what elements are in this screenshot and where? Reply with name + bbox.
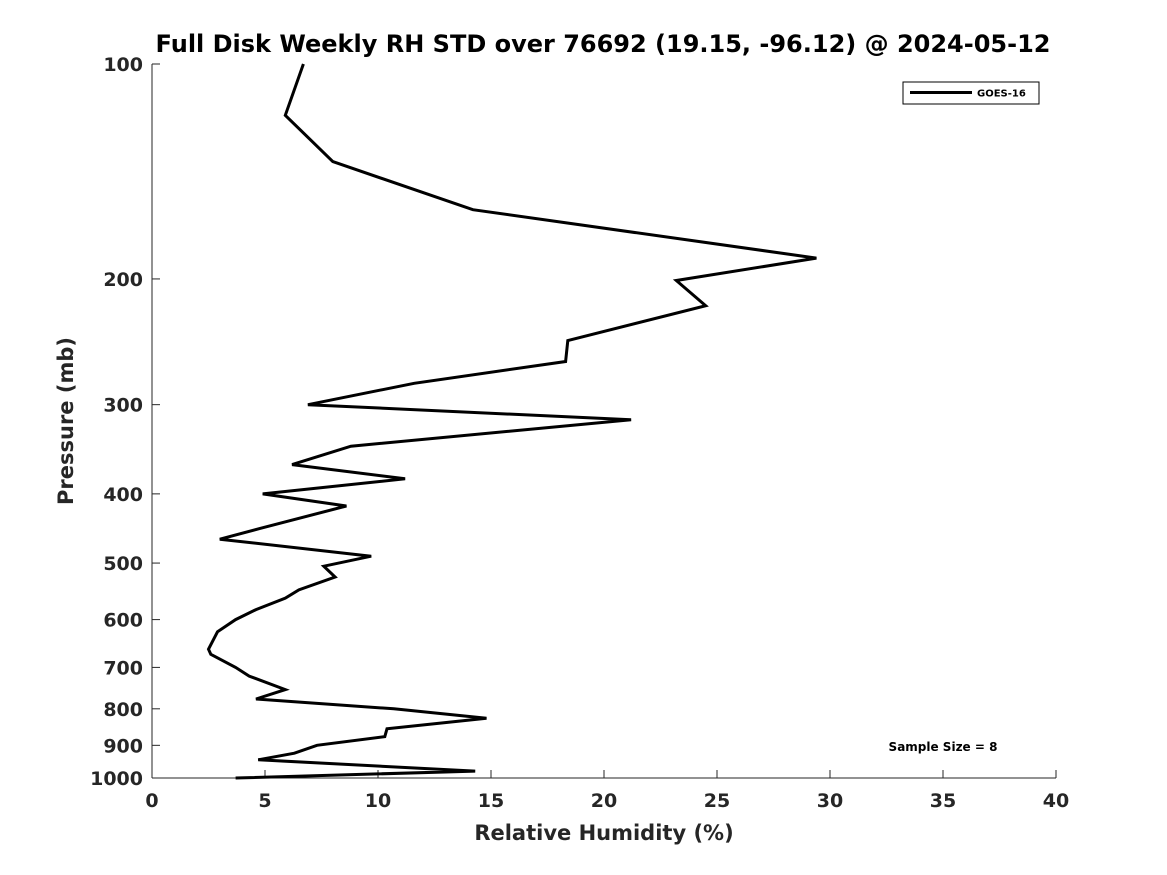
chart-title: Full Disk Weekly RH STD over 76692 (19.1…	[156, 30, 1051, 58]
y-axis-label: Pressure (mb)	[54, 337, 78, 505]
y-tick-label: 400	[103, 484, 143, 506]
y-tick-label: 600	[103, 610, 143, 632]
x-tick-label: 0	[145, 790, 158, 812]
x-axis: 0 5 10 15 20 25 30 35 40	[145, 770, 1069, 812]
x-tick-label: 25	[704, 790, 730, 812]
y-tick-label: 700	[103, 657, 143, 679]
x-tick-label: 35	[930, 790, 956, 812]
y-tick-label: 500	[103, 553, 143, 575]
x-tick-label: 15	[478, 790, 504, 812]
x-tick-label: 10	[365, 790, 391, 812]
y-tick-label: 100	[103, 54, 143, 76]
y-tick-label: 300	[103, 395, 143, 417]
x-tick-label: 20	[591, 790, 617, 812]
sample-size-annotation: Sample Size = 8	[889, 740, 998, 754]
legend: GOES-16	[902, 81, 1040, 105]
x-axis-label: Relative Humidity (%)	[474, 821, 733, 845]
x-tick-label: 40	[1043, 790, 1069, 812]
series-layer	[206, 63, 817, 780]
series-line-goes-16	[206, 63, 817, 780]
y-axis: 100 200 300 400 500 600 700 800 900 1000	[90, 54, 160, 790]
legend-label: GOES-16	[977, 89, 1026, 100]
y-tick-label: 200	[103, 269, 143, 291]
y-tick-label: 800	[103, 699, 143, 721]
x-tick-label: 30	[817, 790, 843, 812]
y-tick-label: 1000	[90, 768, 143, 790]
x-tick-label: 5	[258, 790, 271, 812]
y-tick-label: 900	[103, 735, 143, 757]
